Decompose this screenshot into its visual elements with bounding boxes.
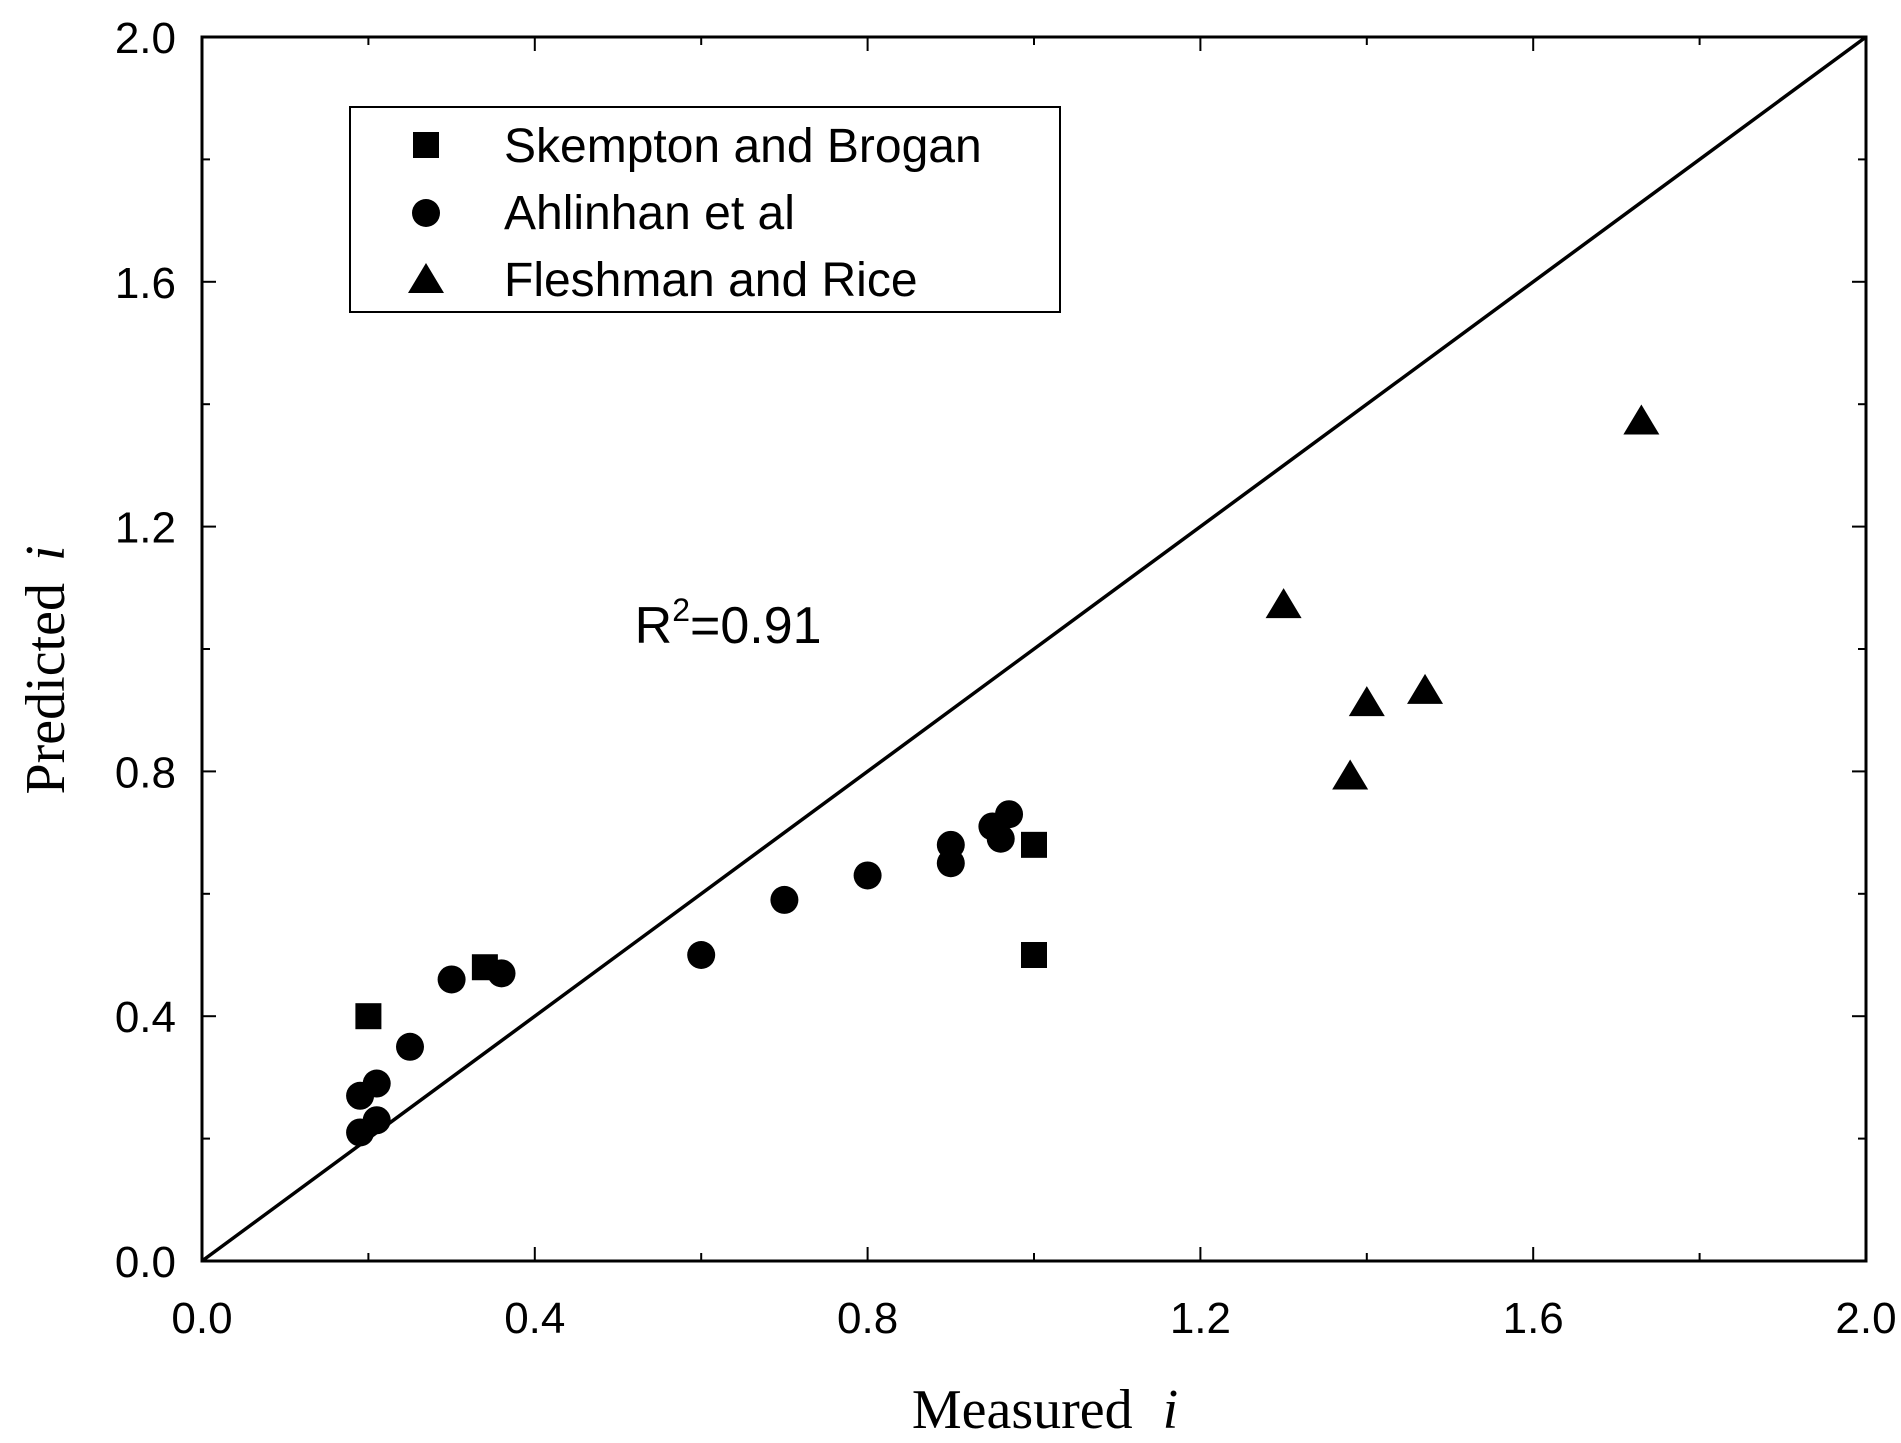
y-tick-label: 0.4: [115, 993, 176, 1042]
point-ahlinhan-et-al: [487, 959, 516, 988]
x-axis-title: Measured i: [912, 1379, 1178, 1441]
x-tick-label: 1.2: [1170, 1294, 1231, 1343]
point-skempton-and-brogan: [1021, 942, 1047, 968]
point-skempton-and-brogan: [1021, 831, 1047, 858]
y-tick-label: 1.6: [115, 259, 176, 308]
r-squared-superscript: 2: [672, 592, 690, 628]
x-tick-labels: 0.0 0.4 0.8 1.2 1.6 2.0: [171, 1294, 1896, 1343]
x-axis-variable: i: [1163, 1379, 1179, 1441]
x-tick-label: 0.4: [504, 1294, 565, 1343]
x-tick-label: 1.6: [1503, 1294, 1564, 1343]
x-tick-label: 0.0: [171, 1294, 232, 1343]
point-ahlinhan-et-al: [396, 1032, 424, 1061]
y-tick-label: 2.0: [115, 14, 176, 63]
point-ahlinhan-et-al: [437, 965, 466, 994]
point-fleshman-and-rice: [1407, 673, 1444, 704]
point-skempton-and-brogan: [355, 1003, 382, 1030]
point-fleshman-and-rice: [1265, 588, 1302, 619]
y-tick-label: 0.0: [115, 1238, 176, 1287]
point-ahlinhan-et-al: [362, 1106, 391, 1135]
point-ahlinhan-et-al: [936, 849, 965, 878]
legend-label-ahlinhan: Ahlinhan et al: [504, 187, 795, 240]
y-tick-label: 1.2: [115, 504, 176, 553]
point-fleshman-and-rice: [1623, 404, 1660, 435]
legend-label-fleshman: Fleshman and Rice: [504, 254, 918, 307]
legend-marker-circle: [412, 199, 440, 227]
point-ahlinhan-et-al: [687, 941, 716, 969]
r-squared-base: R: [635, 597, 673, 655]
x-tick-label: 2.0: [1835, 1294, 1896, 1343]
legend: Skempton and Brogan Ahlinhan et al Flesh…: [349, 106, 1061, 313]
point-ahlinhan-et-al: [362, 1069, 391, 1098]
y-tick-labels: 0.0 0.4 0.8 1.2 1.6 2.0: [115, 14, 176, 1287]
legend-label-skempton: Skempton and Brogan: [504, 120, 982, 173]
legend-box: [349, 106, 1061, 313]
data-points: [346, 404, 1660, 1147]
point-fleshman-and-rice: [1332, 759, 1369, 790]
point-ahlinhan-et-al: [770, 885, 799, 914]
axis-ticks: [201, 36, 1867, 1262]
x-axis-title-text: Measured: [912, 1379, 1133, 1441]
y-axis-title: Predicted i: [15, 545, 77, 794]
point-fleshman-and-rice: [1348, 686, 1385, 717]
y-axis-title-text: Predicted: [15, 583, 77, 794]
y-axis-variable: i: [15, 545, 77, 561]
point-ahlinhan-et-al: [986, 824, 1015, 853]
legend-marker-triangle: [408, 263, 444, 293]
point-ahlinhan-et-al: [853, 861, 882, 890]
y-tick-label: 0.8: [115, 748, 176, 797]
one-to-one-line: [200, 35, 1868, 1263]
point-ahlinhan-et-al: [995, 800, 1024, 829]
r-squared-value: =0.91: [690, 597, 822, 655]
legend-marker-square: [413, 132, 439, 158]
r-squared-annotation: R2=0.91: [635, 592, 822, 655]
x-tick-label: 0.8: [837, 1294, 898, 1343]
